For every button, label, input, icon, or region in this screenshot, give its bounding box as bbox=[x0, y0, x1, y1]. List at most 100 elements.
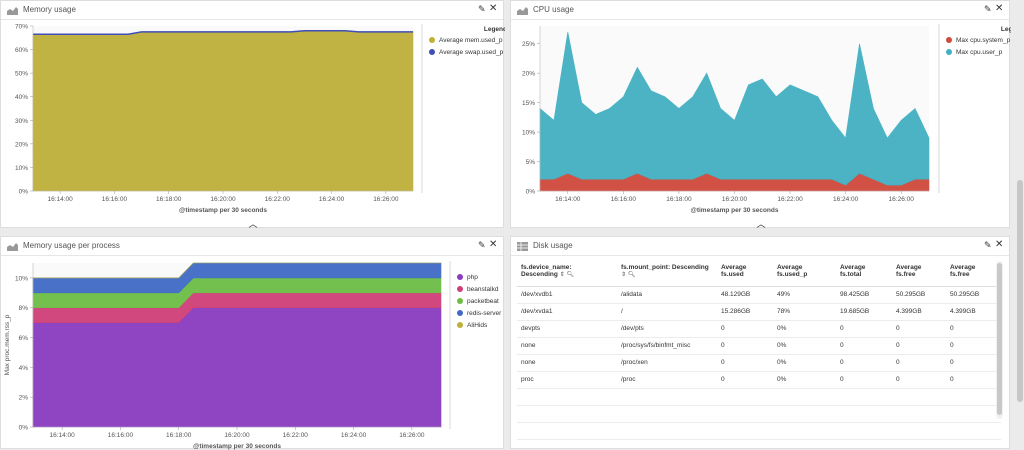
legend-divider bbox=[449, 261, 451, 429]
table-cell: 0 bbox=[836, 337, 892, 355]
chevron-up-icon[interactable]: ︿ bbox=[756, 219, 766, 229]
page-scrollbar-thumb[interactable] bbox=[1017, 180, 1023, 402]
close-icon[interactable]: ✕ bbox=[995, 3, 1004, 14]
legend-swatch bbox=[946, 37, 952, 43]
y-tick-label: 6% bbox=[19, 335, 29, 342]
header-line: Average bbox=[896, 264, 922, 271]
edit-pencil-icon[interactable]: ✎ bbox=[984, 4, 992, 14]
legend-item: Max cpu.user_p bbox=[956, 49, 1003, 56]
scrollbar-thumb[interactable] bbox=[997, 263, 1002, 415]
x-tick-label: 16:26:00 bbox=[889, 196, 915, 203]
x-tick-label: 16:18:00 bbox=[166, 432, 192, 439]
column-header-fs-free[interactable]: Average fs.free bbox=[892, 262, 946, 287]
table-cell: 0% bbox=[773, 337, 836, 355]
header-line: Average bbox=[777, 264, 803, 271]
edit-pencil-icon[interactable]: ✎ bbox=[984, 240, 992, 250]
y-tick-label: 70% bbox=[15, 24, 28, 31]
memory-per-process-chart: 0% 2% 4% 6% 8% 10% 16:14:00 16:16:00 16:18:00 16:… bbox=[4, 261, 502, 450]
panel-title: CPU usage bbox=[533, 5, 574, 14]
y-tick-label: 8% bbox=[19, 305, 29, 312]
table-cell: / bbox=[617, 303, 717, 321]
chevron-up-icon[interactable]: ︿ bbox=[248, 219, 258, 229]
legend-item: Average mem.used_p bbox=[439, 37, 503, 44]
y-tick-label: 10% bbox=[15, 275, 28, 282]
table-cell: /dev/pts bbox=[617, 320, 717, 338]
y-tick-label: 20% bbox=[522, 71, 535, 78]
y-tick-label: 60% bbox=[15, 47, 28, 54]
table-row-empty bbox=[517, 422, 1001, 440]
x-tick-label: 16:20:00 bbox=[722, 196, 748, 203]
table-cell: 0 bbox=[836, 354, 892, 372]
edit-pencil-icon[interactable]: ✎ bbox=[478, 240, 486, 250]
table-row: devpts/dev/pts 0 0% 0 0 0 bbox=[517, 320, 1001, 338]
x-tick-label: 16:24:00 bbox=[833, 196, 859, 203]
legend-item: Average swap.used_p bbox=[439, 49, 504, 56]
legend-swatch bbox=[946, 49, 952, 55]
close-icon[interactable]: ✕ bbox=[995, 239, 1004, 250]
y-tick-label: 10% bbox=[522, 130, 535, 137]
y-tick-label: 5% bbox=[526, 159, 536, 166]
legend-item: Max cpu.system_p bbox=[956, 37, 1011, 44]
search-icon[interactable]: 🔍︎ bbox=[566, 272, 575, 278]
table-cell: 4.399GB bbox=[946, 303, 1001, 321]
y-tick-label: 0% bbox=[19, 189, 29, 196]
column-header-fs-total[interactable]: Average fs.total bbox=[836, 262, 892, 287]
x-tick-label: 16:22:00 bbox=[777, 196, 803, 203]
sort-icon[interactable]: ⇕ bbox=[621, 272, 627, 278]
search-icon[interactable]: 🔍︎ bbox=[627, 272, 636, 278]
series-area-0 bbox=[32, 307, 442, 428]
y-tick-label: 15% bbox=[522, 100, 535, 107]
y-tick-label: 40% bbox=[15, 94, 28, 101]
x-axis-label: @timestamp per 30 seconds bbox=[691, 207, 779, 214]
table-row: /dev/xvdb1/alidata 48.129GB 49% 98.425GB 50.… bbox=[517, 286, 1001, 304]
table-cell: 0 bbox=[717, 320, 773, 338]
table-cell: 0 bbox=[946, 337, 1001, 355]
table-cell bbox=[517, 405, 1001, 423]
table-cell: 48.129GB bbox=[717, 286, 773, 304]
table-row: none/proc/sys/fs/binfmt_misc 0 0% 0 0 0 bbox=[517, 337, 1001, 355]
table-row-empty bbox=[517, 388, 1001, 406]
table-header-row: fs.device_name: Descending ⇕ 🔍︎ fs.mount… bbox=[517, 262, 1001, 287]
x-axis-label: @timestamp per 30 seconds bbox=[179, 207, 267, 214]
series-area-4 bbox=[33, 262, 441, 279]
table-cell: none bbox=[517, 337, 617, 355]
table-cell: 0 bbox=[946, 371, 1001, 389]
column-header-fs-free-2[interactable]: Average fs.free bbox=[946, 262, 1001, 287]
table-cell: 0 bbox=[836, 320, 892, 338]
panel-header: Memory usage ✎ ✕ bbox=[1, 1, 503, 20]
legend-swatch bbox=[457, 286, 463, 292]
column-header-mount-point[interactable]: fs.mount_point: Descending ⇕ 🔍︎ bbox=[617, 262, 717, 287]
area-chart-icon bbox=[517, 7, 528, 15]
memory-usage-panel: Memory usage ✎ ✕ 0% 10% 20% 30% 40% 50% 60% 70%… bbox=[0, 0, 505, 229]
column-header-device-name[interactable]: fs.device_name: Descending ⇕ 🔍︎ bbox=[517, 262, 617, 287]
table-cell: 98.425GB bbox=[836, 286, 892, 304]
header-line: Average bbox=[840, 264, 866, 271]
table-cell: 0 bbox=[946, 320, 1001, 338]
panel-header: CPU usage ✎ ✕ bbox=[511, 1, 1009, 20]
page-scrollbar[interactable] bbox=[1016, 0, 1024, 449]
edit-pencil-icon[interactable]: ✎ bbox=[478, 4, 486, 14]
close-icon[interactable]: ✕ bbox=[489, 3, 498, 14]
x-tick-label: 16:16:00 bbox=[102, 196, 128, 203]
x-tick-label: 16:18:00 bbox=[666, 196, 692, 203]
x-tick-label: 16:24:00 bbox=[341, 432, 367, 439]
disk-usage-panel: Disk usage ✎ ✕ fs.device_name: Descendin… bbox=[510, 236, 1010, 449]
sort-icon[interactable]: ⇕ bbox=[559, 272, 565, 278]
area-chart-icon bbox=[7, 7, 18, 15]
legend-swatch bbox=[457, 298, 463, 304]
table-cell: 0 bbox=[946, 354, 1001, 372]
area-chart-icon bbox=[7, 243, 18, 251]
legend-divider bbox=[421, 24, 423, 193]
legend-item: beanstalkd bbox=[467, 286, 499, 293]
legend-divider bbox=[938, 24, 940, 193]
column-header-fs-used[interactable]: Average fs.used bbox=[717, 262, 773, 287]
close-icon[interactable]: ✕ bbox=[489, 239, 498, 250]
table-cell: none bbox=[517, 354, 617, 372]
legend-swatch bbox=[429, 37, 435, 43]
table-cell: 0 bbox=[717, 337, 773, 355]
y-tick-label: 25% bbox=[522, 41, 535, 48]
table-cell: 0 bbox=[717, 354, 773, 372]
table-scrollbar[interactable] bbox=[996, 261, 1003, 419]
panel-title: Memory usage per process bbox=[23, 241, 120, 250]
column-header-fs-used-p[interactable]: Average fs.used_p bbox=[773, 262, 836, 287]
